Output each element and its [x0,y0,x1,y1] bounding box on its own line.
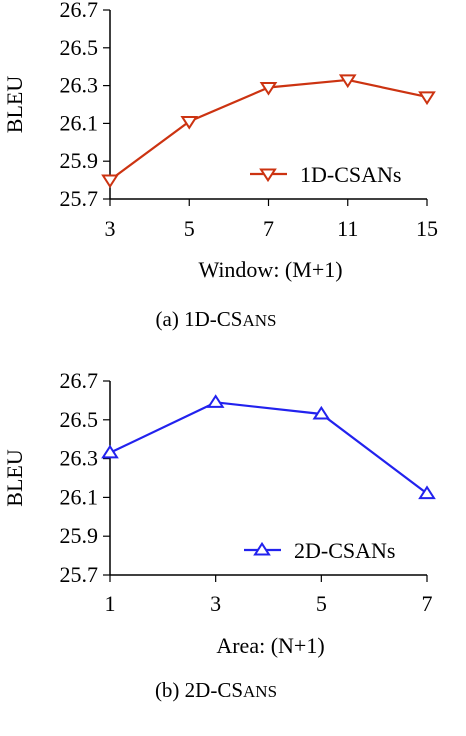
chart1-x-tick-label: 7 [263,216,274,241]
chart1-y-tick-label: 26.7 [60,0,99,22]
chart1-y-tick-label: 26.5 [60,35,99,60]
chart2-data-point [206,394,225,408]
chart1-data-point [418,91,436,106]
chart2-caption-prefix: (b) 2D-CS [155,678,243,702]
chart2-y-tick-label: 26.7 [60,368,99,393]
chart1-x-tick-label: 15 [416,216,438,241]
chart2-y-tick-label: 26.3 [60,446,99,471]
chart2-y-tick-label: 25.7 [60,562,99,587]
chart1-x-tick-label: 11 [337,216,358,241]
chart1-y-tick-label: 25.7 [60,186,99,211]
chart1-data-point [338,74,357,89]
chart1-y-axis-label: BLEU [2,76,27,134]
chart2-x-tick-label: 1 [105,591,116,616]
chart1-data-point [180,115,199,130]
chart2-series-line [109,401,428,495]
chart2-y-tick-label: 25.9 [60,523,99,548]
chart2-x-tick-label: 7 [422,591,433,616]
chart2-caption-suffix: ANS [243,682,277,701]
chart2-y-tick-label: 26.1 [60,484,99,509]
chart1-data-point [259,81,278,96]
chart1-legend-marker [259,168,277,183]
chart2-x-tick-label: 5 [316,591,327,616]
chart1-y-tick-label: 26.3 [60,73,99,98]
chart2-legend-label: 2D-CSANs [294,538,395,563]
chart2-x-axis-label: Area: (N+1) [216,633,324,658]
chart2-x-tick-label: 3 [210,591,221,616]
chart2-data-point [312,405,331,420]
chart1-y-tick-label: 25.9 [60,148,99,173]
chart2-y-axis-label: BLEU [2,449,27,507]
chart1-x-tick-label: 3 [105,216,116,241]
chart1-caption: (a) 1D-CSANS [156,307,277,331]
chart2-data-point [101,444,119,459]
chart1-caption-suffix: ANS [242,311,276,330]
chart2-data-point [418,485,436,500]
chart1-y-tick-label: 26.1 [60,110,99,135]
chart1-caption-prefix: (a) 1D-CS [156,307,243,331]
chart1-x-tick-label: 5 [184,216,195,241]
chart1-legend-label: 1D-CSANs [300,162,401,187]
chart1-x-axis-label: Window: (M+1) [198,257,342,282]
chart2-legend-marker [253,541,271,556]
chart2-y-tick-label: 26.5 [60,407,99,432]
chart2-caption: (b) 2D-CSANS [155,678,277,702]
chart1-data-point [101,174,119,189]
